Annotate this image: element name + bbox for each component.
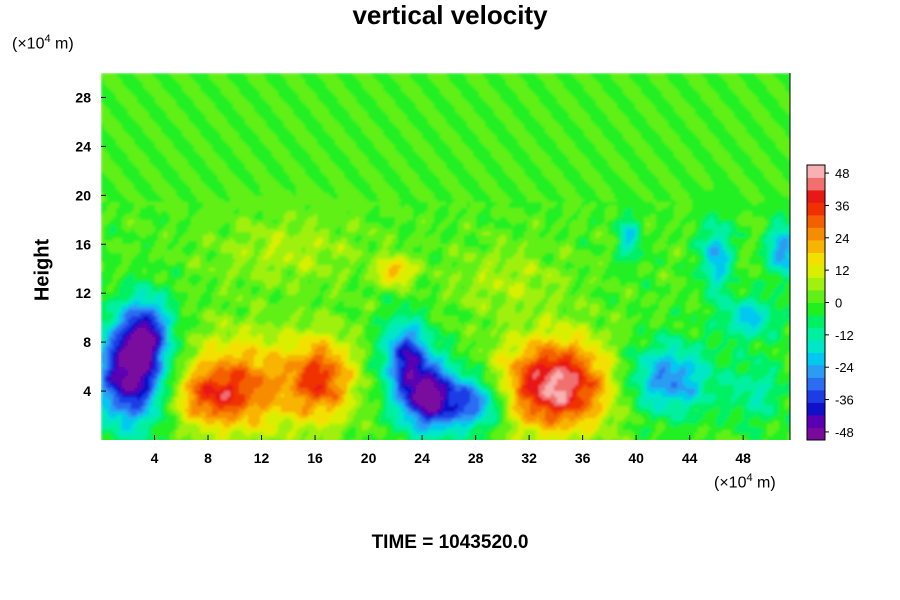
colorbar-swatch <box>807 265 825 278</box>
x-unit-label: (×104 m) <box>714 472 776 492</box>
x-tick-label: 12 <box>254 450 270 466</box>
colorbar-swatch <box>807 377 825 391</box>
x-tick-label: 16 <box>307 450 323 466</box>
x-tick-label: 4 <box>151 450 159 466</box>
colorbar-tick-label: -24 <box>835 360 854 375</box>
colorbar-swatch <box>807 390 825 403</box>
colorbar-swatch <box>807 227 825 241</box>
colorbar-swatch <box>807 277 825 291</box>
colorbar-swatch <box>807 190 825 203</box>
colorbar-tick-label: 48 <box>835 166 849 181</box>
colorbar-swatch <box>807 302 825 316</box>
colorbar-swatch <box>807 315 825 328</box>
x-tick-label: 28 <box>468 450 484 466</box>
x-tick-label: 44 <box>682 450 698 466</box>
y-tick-label: 12 <box>75 285 91 301</box>
colorbar-tick-label: -48 <box>835 425 854 440</box>
x-tick-label: 32 <box>521 450 537 466</box>
y-tick-label: 4 <box>83 383 91 399</box>
x-tick-label: 36 <box>575 450 591 466</box>
colorbar-swatch <box>807 215 825 228</box>
colorbar-tick-label: 36 <box>835 198 849 213</box>
colorbar-tick-label: 12 <box>835 263 849 278</box>
colorbar-swatch <box>807 290 825 303</box>
colorbar-tick-label: -12 <box>835 328 854 343</box>
colorbar-swatch <box>807 427 825 441</box>
colorbar-swatch <box>807 165 825 178</box>
y-tick-label: 24 <box>75 138 91 154</box>
colorbar-swatch <box>807 340 825 353</box>
x-tick-label: 40 <box>628 450 644 466</box>
velocity-field <box>101 73 790 440</box>
colorbar-tick-label: -36 <box>835 393 854 408</box>
y-tick-label: 20 <box>75 187 91 203</box>
y-unit-label: (×104 m) <box>12 33 74 53</box>
y-tick-label: 28 <box>75 89 91 105</box>
colorbar-swatch <box>807 327 825 341</box>
colorbar-tick-label: 24 <box>835 231 849 246</box>
colorbar: 48 36 24 12 0 -12 -24 -36 -48 <box>806 164 854 441</box>
x-tick-label: 24 <box>414 450 430 466</box>
colorbar-swatch <box>807 352 825 366</box>
y-tick-label: 8 <box>83 334 91 350</box>
y-tick-label: 16 <box>75 236 91 252</box>
chart-title: vertical velocity <box>0 0 900 31</box>
colorbar-swatch <box>807 177 825 191</box>
x-tick-label: 48 <box>735 450 751 466</box>
colorbar-swatch <box>807 402 825 416</box>
colorbar-swatch <box>807 240 825 253</box>
colorbar-swatch <box>807 415 825 428</box>
x-tick-label: 8 <box>204 450 212 466</box>
x-tick-label: 20 <box>361 450 377 466</box>
y-axis-ticks: 4 8 12 16 20 24 28 <box>75 89 106 399</box>
colorbar-tick-label: 0 <box>835 296 842 311</box>
colorbar-swatch <box>807 202 825 216</box>
colorbar-swatch <box>807 365 825 378</box>
colorbar-swatch <box>807 252 825 266</box>
time-label: TIME = 1043520.0 <box>0 532 900 554</box>
x-axis-ticks: 4 8 12 16 20 24 28 32 36 40 44 48 <box>151 435 751 466</box>
